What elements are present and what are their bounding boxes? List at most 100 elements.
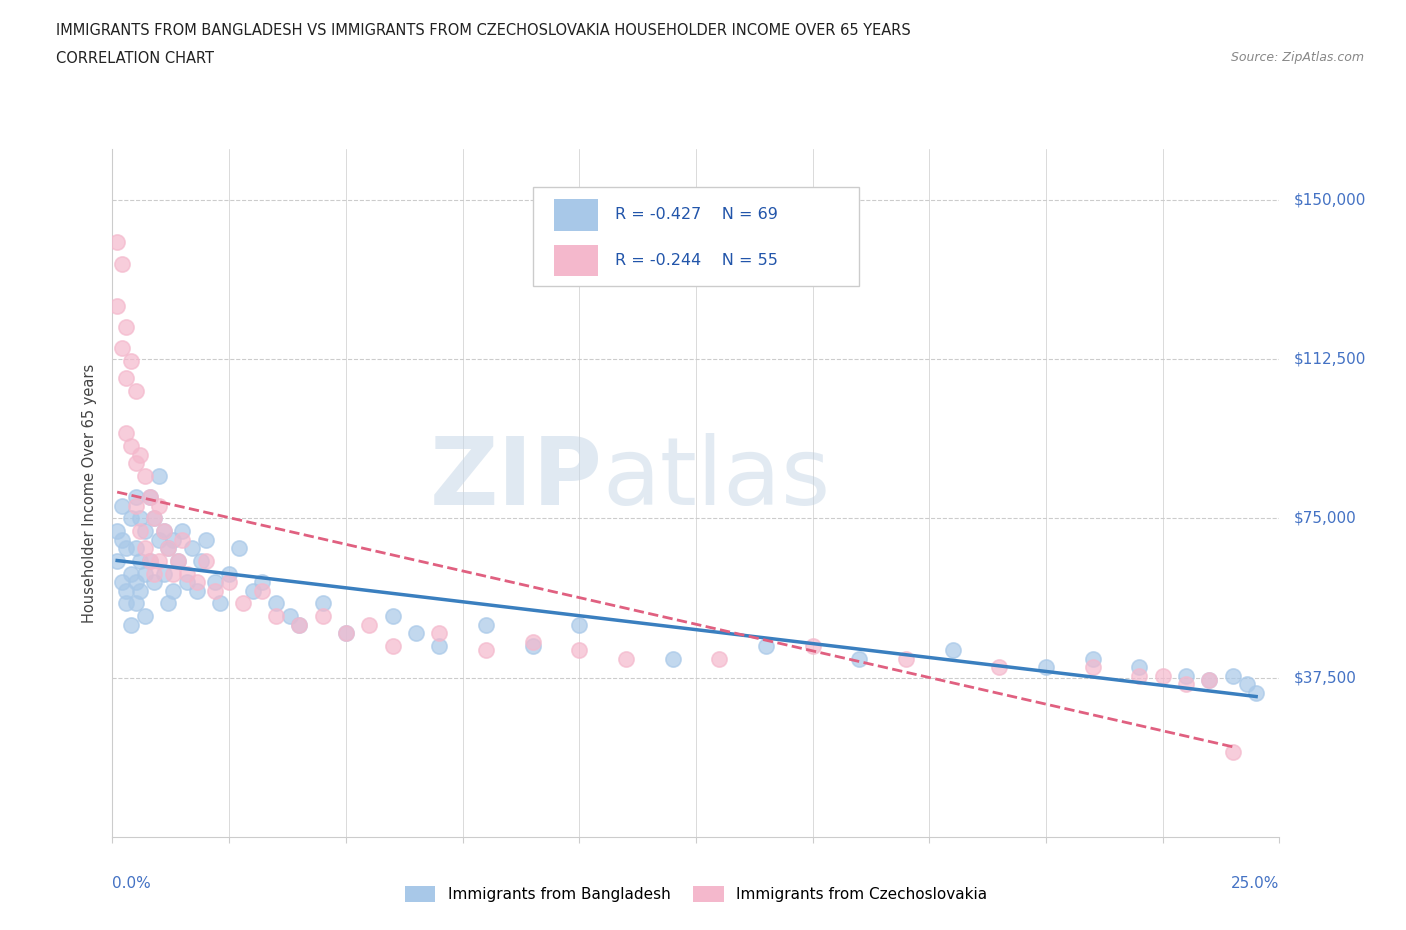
Point	[335, 626, 357, 641]
Point	[709, 651, 731, 666]
Point	[522, 638, 544, 653]
Point	[1222, 745, 1244, 760]
Point	[111, 256, 134, 271]
Point	[129, 447, 152, 462]
Point	[120, 511, 142, 525]
Point	[143, 575, 166, 590]
Point	[427, 626, 450, 641]
Point	[143, 511, 166, 525]
Point	[801, 638, 824, 653]
Point	[1198, 672, 1220, 687]
Point	[264, 596, 287, 611]
Point	[148, 469, 170, 484]
Point	[120, 353, 142, 368]
Point	[148, 498, 170, 513]
Point	[157, 540, 180, 555]
Point	[942, 643, 965, 658]
Point	[153, 566, 176, 581]
Point	[1198, 672, 1220, 687]
Point	[105, 553, 128, 568]
Point	[162, 583, 184, 598]
Point	[568, 643, 591, 658]
Point	[111, 575, 134, 590]
Point	[180, 540, 202, 555]
Point	[115, 596, 138, 611]
Point	[120, 566, 142, 581]
Point	[1081, 659, 1104, 674]
Point	[153, 524, 176, 538]
Point	[125, 383, 148, 398]
Text: Source: ZipAtlas.com: Source: ZipAtlas.com	[1230, 51, 1364, 64]
Point	[232, 596, 254, 611]
Point	[204, 583, 226, 598]
Point	[1222, 668, 1244, 683]
Point	[1128, 659, 1150, 674]
Point	[148, 553, 170, 568]
Text: R = -0.427    N = 69: R = -0.427 N = 69	[616, 207, 779, 222]
Point	[176, 566, 198, 581]
Text: ZIP: ZIP	[430, 433, 603, 525]
Point	[115, 426, 138, 441]
Point	[134, 608, 156, 623]
Point	[115, 371, 138, 386]
Point	[139, 490, 162, 505]
Point	[250, 583, 273, 598]
Point	[568, 618, 591, 632]
Point	[1236, 677, 1258, 692]
Point	[475, 643, 498, 658]
Point	[848, 651, 870, 666]
Point	[1244, 685, 1267, 700]
Point	[194, 553, 217, 568]
Point	[134, 469, 156, 484]
Point	[228, 540, 250, 555]
Point	[143, 511, 166, 525]
FancyBboxPatch shape	[554, 199, 598, 231]
FancyBboxPatch shape	[554, 246, 598, 276]
Point	[134, 524, 156, 538]
Point	[661, 651, 683, 666]
Point	[125, 596, 148, 611]
Point	[134, 540, 156, 555]
Point	[125, 498, 148, 513]
Y-axis label: Householder Income Over 65 years: Householder Income Over 65 years	[82, 364, 97, 622]
Point	[111, 532, 134, 547]
Point	[120, 439, 142, 454]
Point	[311, 596, 333, 611]
Point	[176, 575, 198, 590]
Point	[988, 659, 1011, 674]
Point	[115, 540, 138, 555]
Point	[172, 524, 194, 538]
Point	[1128, 668, 1150, 683]
Point	[125, 490, 148, 505]
Point	[166, 553, 188, 568]
Point	[190, 553, 212, 568]
Text: $75,000: $75,000	[1294, 511, 1357, 525]
Point	[475, 618, 498, 632]
Point	[522, 634, 544, 649]
Point	[218, 566, 240, 581]
Point	[381, 608, 404, 623]
Text: IMMIGRANTS FROM BANGLADESH VS IMMIGRANTS FROM CZECHOSLOVAKIA HOUSEHOLDER INCOME : IMMIGRANTS FROM BANGLADESH VS IMMIGRANTS…	[56, 23, 911, 38]
Point	[129, 583, 152, 598]
Point	[125, 575, 148, 590]
Text: $112,500: $112,500	[1294, 352, 1365, 366]
Point	[278, 608, 301, 623]
Point	[186, 575, 208, 590]
Point	[162, 532, 184, 547]
Point	[134, 566, 156, 581]
Point	[143, 566, 166, 581]
Point	[115, 320, 138, 335]
Point	[427, 638, 450, 653]
Text: 0.0%: 0.0%	[112, 876, 152, 891]
Point	[288, 618, 311, 632]
Point	[755, 638, 778, 653]
Point	[204, 575, 226, 590]
Point	[405, 626, 427, 641]
Point	[264, 608, 287, 623]
Point	[335, 626, 357, 641]
Point	[105, 524, 128, 538]
Point	[162, 566, 184, 581]
Point	[1152, 668, 1174, 683]
FancyBboxPatch shape	[533, 187, 859, 286]
Text: $37,500: $37,500	[1294, 671, 1357, 685]
